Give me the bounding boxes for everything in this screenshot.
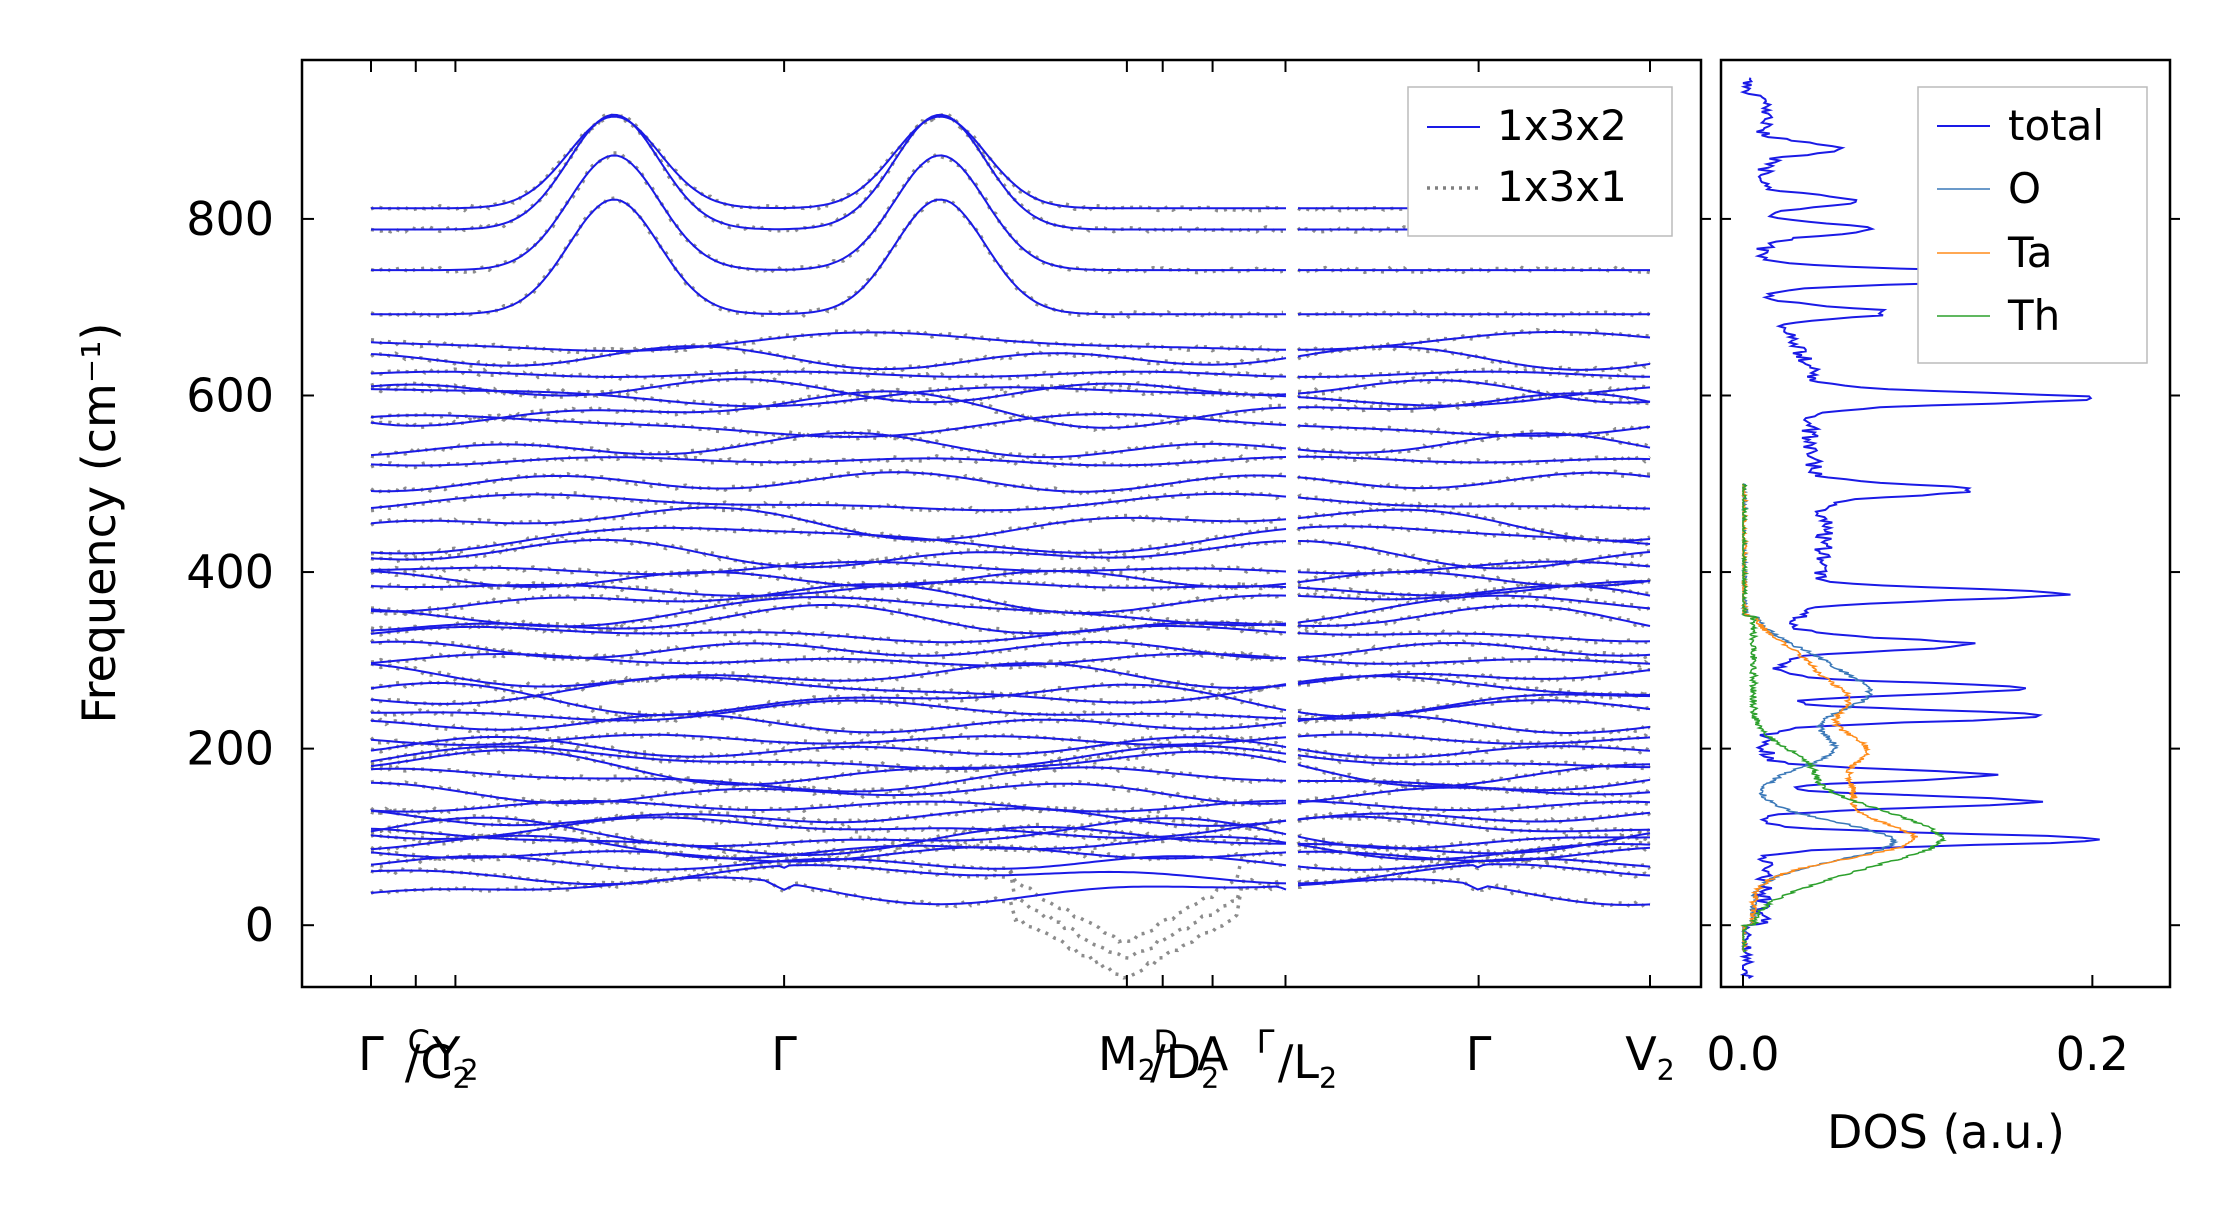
legend-label-ta: Ta bbox=[2007, 228, 2052, 277]
band-line-1x3x2 bbox=[371, 198, 1650, 316]
band-line-1x3x2 bbox=[370, 378, 1651, 404]
band-legend: 1x3x2 1x3x1 bbox=[1407, 86, 1673, 237]
band-line-1x3x2 bbox=[371, 154, 1650, 272]
band-line-1x3x2 bbox=[370, 560, 1651, 576]
band-line-1x3x1 bbox=[370, 804, 1652, 831]
band-line-1x3x1 bbox=[369, 730, 1651, 749]
band-line-1x3x2 bbox=[370, 744, 1650, 770]
band-line-1x3x2 bbox=[370, 471, 1651, 493]
dos-line-total bbox=[1739, 77, 2126, 980]
x-tick-label: Y2 bbox=[431, 1027, 478, 1087]
band-line-1x3x2 bbox=[370, 815, 1650, 840]
band-line-1x3x2 bbox=[370, 662, 1651, 689]
band-line-1x3x2 bbox=[370, 807, 1651, 827]
y-tick-label: 0 bbox=[245, 898, 274, 952]
band-line-1x3x1 bbox=[370, 366, 1651, 382]
band-panel-frame bbox=[300, 58, 1703, 989]
dos-line-th bbox=[1740, 483, 1947, 953]
band-line-1x3x2 bbox=[370, 624, 1651, 644]
x-tick-label: Γ bbox=[771, 1027, 797, 1081]
y-tick-label: 200 bbox=[186, 722, 274, 776]
band-line-1x3x2 bbox=[370, 736, 1651, 759]
bands-1x3x2 bbox=[370, 60, 1651, 987]
legend-label-th: Th bbox=[2007, 291, 2060, 340]
band-line-1x3x1 bbox=[370, 580, 1651, 617]
band-line-1x3x1 bbox=[370, 195, 1652, 320]
band-line-1x3x2 bbox=[370, 413, 1651, 438]
dos-x-tick-label: 0.2 bbox=[2056, 1027, 2129, 1081]
band-line-1x3x2 bbox=[370, 331, 1651, 352]
band-line-1x3x2 bbox=[370, 570, 1651, 588]
band-line-1x3x2 bbox=[370, 370, 1651, 378]
dos-legend: total O Ta Th bbox=[1917, 86, 2148, 364]
band-line-1x3x1 bbox=[370, 341, 1652, 374]
x-tick-label: A bbox=[1197, 1027, 1229, 1081]
legend-label-o: O bbox=[2008, 164, 2041, 213]
band-line-1x3x1 bbox=[370, 763, 1651, 796]
band-line-1x3x2 bbox=[370, 492, 1651, 512]
band-line-1x3x2 bbox=[370, 733, 1651, 746]
band-line-1x3x2 bbox=[370, 594, 1651, 628]
band-y-ticks: 0 200 400 600 800 bbox=[186, 192, 314, 952]
band-line-1x3x1 bbox=[370, 649, 1652, 671]
band-line-1x3x1 bbox=[370, 874, 1651, 980]
dos-curves bbox=[1739, 77, 2126, 980]
dos-x-tick-label: 0.0 bbox=[1706, 1027, 1779, 1081]
y-tick-label: 800 bbox=[186, 192, 274, 246]
dos-panel-frame bbox=[1719, 58, 2172, 989]
dos-panel: 0.0 0.2 DOS (a.u.) total O Ta Th bbox=[1701, 58, 2180, 1159]
x-tick-label: V2 bbox=[1625, 1027, 1675, 1087]
band-line-1x3x2 bbox=[370, 455, 1651, 467]
band-line-1x3x2 bbox=[370, 846, 1651, 863]
band-line-1x3x2 bbox=[370, 799, 1651, 813]
band-line-1x3x2 bbox=[371, 699, 1651, 722]
band-line-1x3x1 bbox=[370, 732, 1651, 762]
x-tick-label: D bbox=[1153, 1023, 1178, 1061]
x-tick-label: Γ bbox=[1466, 1027, 1492, 1081]
y-axis-label: Frequency (cm⁻¹) bbox=[72, 323, 126, 724]
band-line-1x3x1 bbox=[370, 409, 1652, 441]
band-line-1x3x2 bbox=[370, 766, 1651, 793]
band-line-1x3x1 bbox=[369, 468, 1651, 497]
legend-label-total: total bbox=[2008, 101, 2104, 150]
band-line-1x3x2 bbox=[370, 682, 1651, 718]
y-tick-label: 600 bbox=[186, 368, 274, 422]
x-axis-label-dos: DOS (a.u.) bbox=[1827, 1105, 2065, 1159]
band-line-1x3x2 bbox=[370, 506, 1651, 542]
band-line-1x3x2 bbox=[370, 675, 1651, 705]
dos-line-ta bbox=[1740, 483, 1918, 953]
dos-x-ticks: 0.0 0.2 bbox=[1706, 975, 2129, 1081]
dos-y-ticks bbox=[1701, 217, 2180, 927]
legend-label-1x3x1: 1x3x1 bbox=[1497, 162, 1627, 211]
band-line-1x3x1 bbox=[370, 860, 1651, 960]
band-line-1x3x2 bbox=[370, 876, 1651, 906]
x-tick-label: Γ bbox=[358, 1027, 384, 1081]
band-line-1x3x2 bbox=[370, 580, 1651, 597]
x-tick-label: Γ bbox=[1257, 1023, 1275, 1061]
y-tick-label: 400 bbox=[186, 545, 274, 599]
band-line-1x3x2 bbox=[370, 431, 1651, 459]
band-line-1x3x2 bbox=[370, 640, 1651, 660]
band-line-1x3x2 bbox=[370, 749, 1651, 788]
band-line-1x3x2 bbox=[370, 386, 1651, 408]
x-tick-label: M2 bbox=[1098, 1027, 1156, 1087]
legend-label-1x3x2: 1x3x2 bbox=[1497, 101, 1627, 150]
x-tick-label: /L2 bbox=[1278, 1035, 1337, 1095]
band-line-1x3x1 bbox=[369, 637, 1651, 662]
band-line-1x3x2 bbox=[370, 863, 1651, 886]
band-line-1x3x1 bbox=[370, 710, 1651, 737]
band-line-1x3x1 bbox=[370, 327, 1651, 356]
band-line-1x3x2 bbox=[370, 538, 1651, 570]
x-tick-label: C bbox=[408, 1023, 430, 1061]
